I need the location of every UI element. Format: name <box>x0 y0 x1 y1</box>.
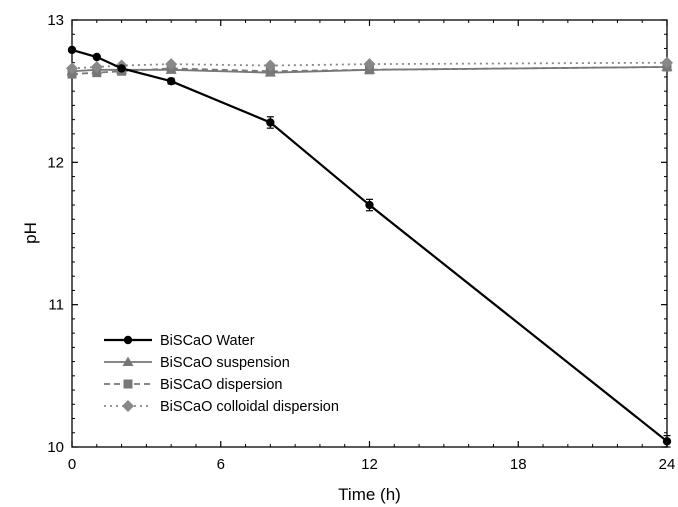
legend-marker <box>123 379 133 389</box>
data-point <box>67 45 77 55</box>
x-tick-label: 24 <box>659 456 676 473</box>
legend-marker <box>122 400 134 412</box>
y-axis-label: pH <box>21 222 40 244</box>
legend-label: BiSCaO colloidal dispersion <box>160 399 339 415</box>
data-point <box>66 62 78 75</box>
series-layer <box>66 45 673 448</box>
legend-marker <box>123 335 133 345</box>
legend-label: BiSCaO dispersion <box>160 377 283 393</box>
axis-ticks: 0 6 12 18 24 10 11 12 13 <box>47 12 675 473</box>
data-point <box>365 200 374 210</box>
legend: BiSCaO Water BiSCaO suspension BiSCaO disp… <box>104 333 339 415</box>
data-point <box>662 437 672 446</box>
x-axis-label: Time (h) <box>338 485 401 504</box>
y-tick-label: 12 <box>47 154 64 171</box>
data-point <box>165 58 178 71</box>
data-point <box>661 56 673 69</box>
series-0 <box>67 45 672 448</box>
y-tick-label: 13 <box>47 12 64 29</box>
legend-marker <box>122 356 134 366</box>
data-point <box>264 59 277 72</box>
y-tick-label: 10 <box>47 439 64 456</box>
data-point <box>166 77 176 86</box>
x-tick-label: 0 <box>68 456 76 473</box>
legend-label: BiSCaO Water <box>160 333 255 349</box>
x-tick-label: 12 <box>361 456 378 473</box>
data-point <box>363 58 376 71</box>
legend-label: BiSCaO suspension <box>160 355 290 371</box>
y-tick-label: 11 <box>48 297 64 314</box>
data-point <box>90 60 103 73</box>
data-point <box>117 64 126 73</box>
x-tick-label: 18 <box>510 456 527 473</box>
x-tick-label: 6 <box>217 456 225 473</box>
data-point <box>92 52 101 62</box>
series-3 <box>66 56 673 75</box>
data-point <box>266 118 275 127</box>
